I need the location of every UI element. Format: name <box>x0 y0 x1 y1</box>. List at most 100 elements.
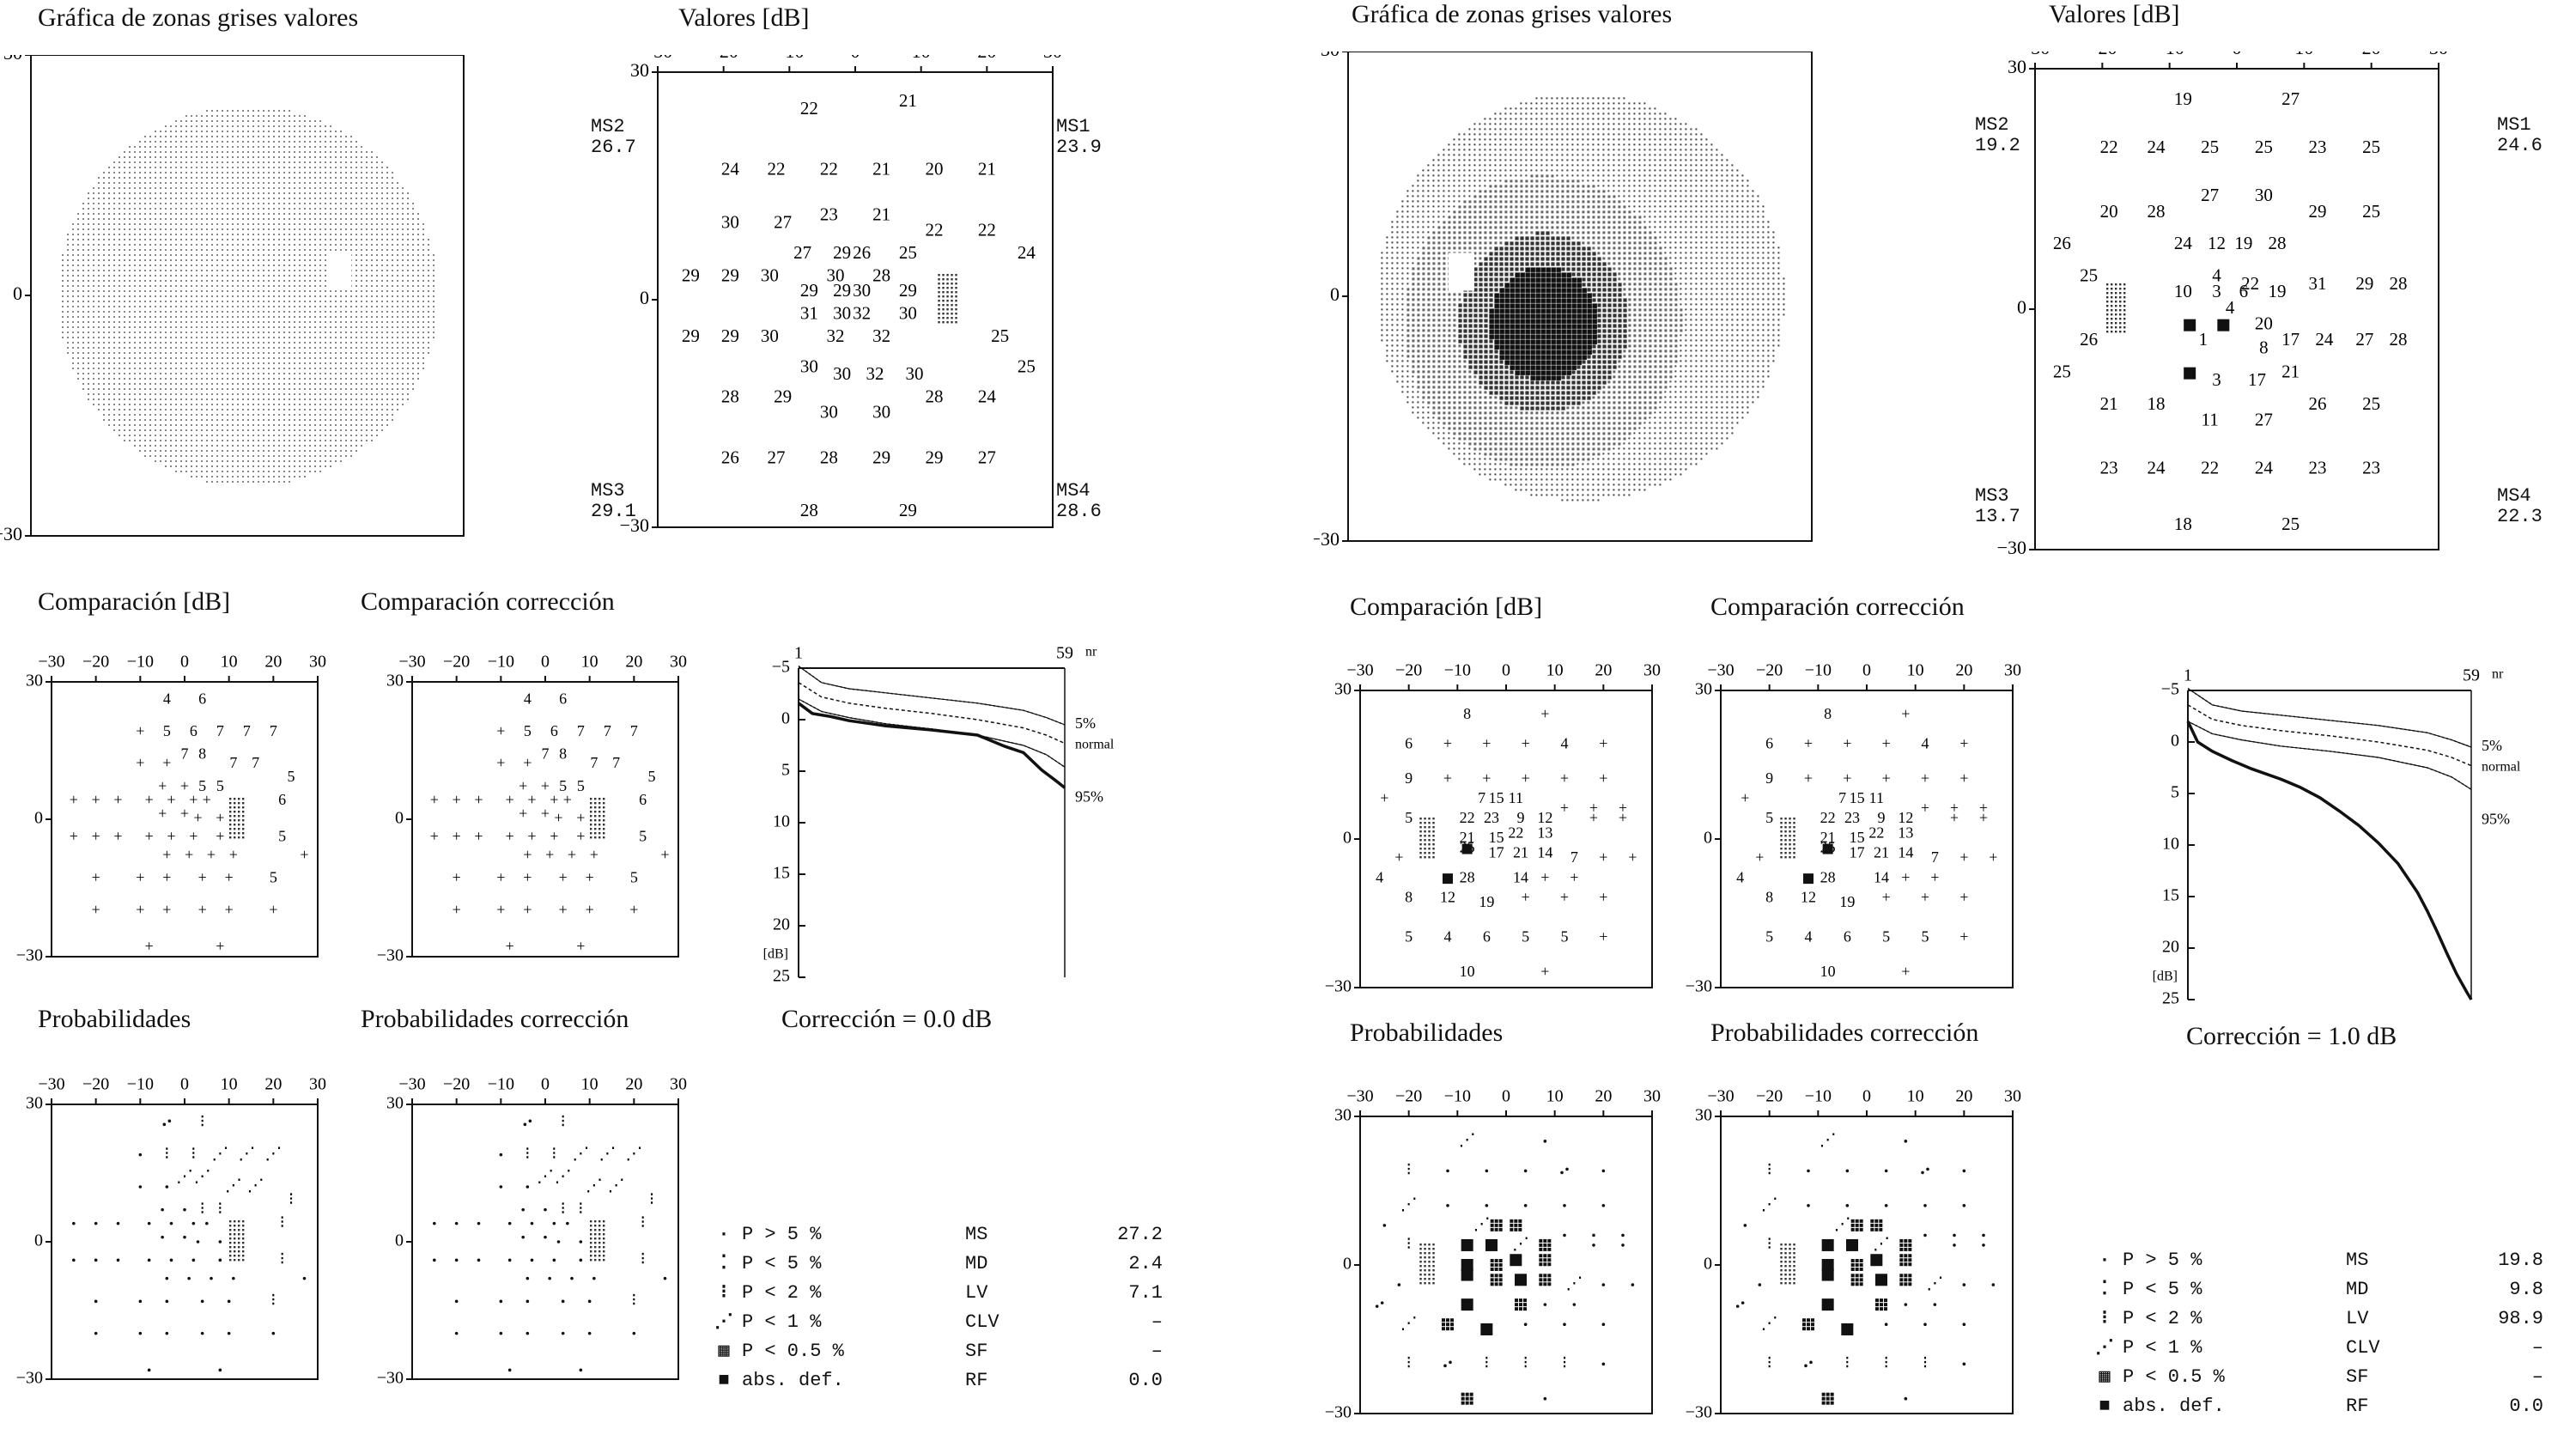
gray-dot <box>412 265 414 266</box>
gray-dot <box>175 172 177 173</box>
gray-dot <box>82 259 84 261</box>
gray-dot <box>258 476 259 477</box>
gray-dot <box>402 223 404 225</box>
gray-dot <box>381 218 383 220</box>
gray-dot <box>77 234 79 235</box>
gray-dot <box>309 208 311 210</box>
gray-dot <box>206 311 208 313</box>
gray-dot <box>304 398 306 400</box>
gray-dot <box>72 223 74 225</box>
gray-dot <box>72 228 74 230</box>
gray-dot <box>211 146 213 148</box>
gray-dot <box>289 182 290 184</box>
gray-dot <box>216 131 218 132</box>
gray-dot <box>355 249 357 251</box>
gray-dot <box>247 275 249 277</box>
gray-dot <box>330 223 331 225</box>
gray-dot <box>402 398 404 400</box>
gray-dot <box>330 131 331 132</box>
gray-dot <box>325 203 326 204</box>
gray-dot <box>93 280 94 282</box>
gray-dot <box>191 161 192 163</box>
report-left: Gráfica de zonas grises valores −30−20−1… <box>0 0 1271 1429</box>
gray-dot <box>222 445 223 447</box>
gray-dot <box>252 388 254 390</box>
gray-dot <box>196 383 197 385</box>
gray-dot <box>175 136 177 137</box>
normal-marker: + <box>216 809 224 826</box>
gray-dot <box>170 373 172 374</box>
y-tick-label: 0 <box>34 1231 43 1250</box>
gray-dot <box>129 378 131 380</box>
gray-dot <box>180 120 182 122</box>
gray-dot <box>134 187 136 189</box>
gray-dot <box>325 146 326 148</box>
gray-dot <box>237 321 239 323</box>
gray-dot <box>335 151 337 153</box>
gray-dot <box>196 125 197 127</box>
gray-dot <box>392 265 393 266</box>
gray-dot <box>386 301 388 302</box>
gray-dot <box>201 378 203 380</box>
gray-dot <box>242 357 244 359</box>
gray-dot <box>314 198 316 199</box>
gray-dot <box>160 388 161 390</box>
gray-dot <box>108 388 110 390</box>
gray-dot <box>366 301 368 302</box>
blind-spot-dot <box>590 815 592 818</box>
gray-dot <box>216 316 218 318</box>
gray-dot <box>366 331 368 333</box>
gray-dot <box>299 146 301 148</box>
gray-dot <box>196 316 197 318</box>
gray-dot <box>227 198 228 199</box>
gray-dot <box>386 285 388 287</box>
gray-dot <box>392 368 393 369</box>
gray-dot <box>180 455 182 457</box>
gray-dot <box>139 347 141 349</box>
gray-dot <box>206 167 208 168</box>
gray-dot <box>124 373 125 374</box>
gray-dot <box>124 254 125 256</box>
gray-dot <box>211 321 213 323</box>
gray-dot <box>247 151 249 153</box>
normal-marker: + <box>527 827 536 844</box>
gray-dot <box>381 301 383 302</box>
gray-dot <box>407 234 409 235</box>
gray-dot <box>196 306 197 307</box>
gray-dot <box>185 208 187 210</box>
gray-dot <box>273 239 275 240</box>
gray-dot <box>319 331 321 333</box>
gray-dot <box>273 368 275 369</box>
gray-dot <box>175 465 177 467</box>
gray-dot <box>160 151 161 153</box>
gray-dot <box>330 177 331 179</box>
gray-dot <box>273 393 275 395</box>
gray-dot <box>397 228 398 230</box>
gray-dot <box>232 311 234 313</box>
gray-dot <box>149 259 151 261</box>
gray-dot <box>160 378 161 380</box>
gray-dot <box>252 265 254 266</box>
gray-dot <box>325 337 326 338</box>
blind-spot-dot <box>234 811 236 813</box>
gray-dot <box>242 239 244 240</box>
gray-dot <box>299 167 301 168</box>
gray-dot <box>165 465 167 467</box>
prob-p-gt5 <box>530 1221 534 1225</box>
gray-dot <box>361 239 362 240</box>
gray-dot <box>149 223 151 225</box>
gray-dot <box>155 331 156 333</box>
gray-dot <box>227 156 228 158</box>
gray-dot <box>278 373 280 374</box>
comparison-value: 7 <box>630 722 638 739</box>
gray-dot <box>273 275 275 277</box>
gray-dot <box>289 311 290 313</box>
gray-dot <box>242 218 244 220</box>
gray-dot <box>258 115 259 117</box>
gray-dot <box>180 198 182 199</box>
blind-spot-dot <box>238 824 240 826</box>
gray-dot <box>144 280 146 282</box>
gray-dot <box>144 265 146 266</box>
gray-dot <box>361 285 362 287</box>
gray-dot <box>242 131 244 132</box>
